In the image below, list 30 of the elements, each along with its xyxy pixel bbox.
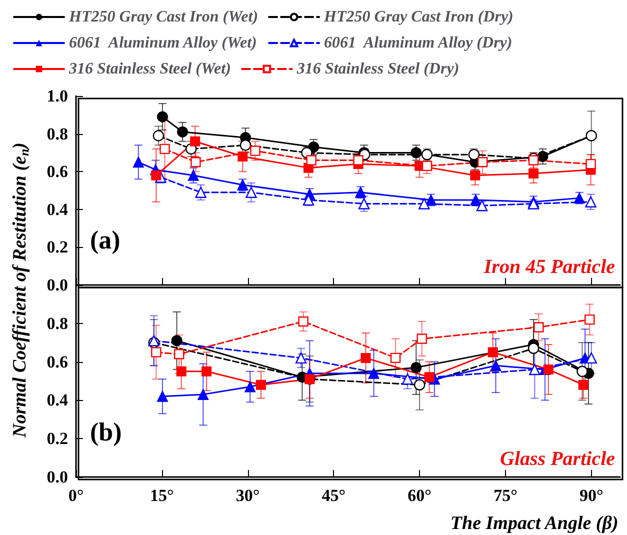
y-tick-label: 0.6 xyxy=(46,352,68,372)
legend-label: 6061 Aluminum Alloy (Dry) xyxy=(324,34,512,52)
annotation: Iron 45 Particle xyxy=(482,256,616,278)
annotation: Glass Particle xyxy=(500,448,616,470)
legend-label: HT250 Gray Cast Iron (Wet) xyxy=(68,8,258,26)
x-tick-label: 75° xyxy=(494,486,518,505)
x-tick-label: 30° xyxy=(236,486,260,505)
x-tick-label: 45° xyxy=(322,486,346,505)
x-tick-label: 60° xyxy=(408,486,432,505)
y-tick-label: 1.0 xyxy=(46,86,68,106)
y-tick-label: 0.8 xyxy=(46,124,68,144)
y-tick-label: 0.4 xyxy=(46,390,68,410)
legend-label: 316 Stainless Steel (Wet) xyxy=(68,60,231,78)
y-tick-label: 0.8 xyxy=(46,314,68,333)
x-tick-label: 15° xyxy=(150,486,174,505)
legend-label: 6061 Aluminum Alloy (Wet) xyxy=(69,34,257,52)
x-tick-label: 90° xyxy=(579,486,604,505)
y-tick-label: 0.2 xyxy=(46,238,68,257)
y-tick-label: 0.4 xyxy=(46,200,68,219)
y-tick-label: 0.2 xyxy=(46,429,68,448)
legend-label: 316 Stainless Steel (Dry) xyxy=(296,60,460,78)
x-tick-label: 0° xyxy=(68,486,84,505)
x-axis-title: The Impact Angle (β) xyxy=(450,513,618,534)
y-tick-label: 0.0 xyxy=(46,468,68,486)
y-tick-label: 0.0 xyxy=(46,276,68,294)
y-axis-title: Normal Coefficient of Restitution (en) xyxy=(10,142,32,439)
annotation: (b) xyxy=(90,418,122,446)
annotation: (a) xyxy=(90,226,120,254)
legend-label: HT250 Gray Cast Iron (Dry) xyxy=(323,8,514,26)
y-tick-label: 0.6 xyxy=(46,162,68,182)
